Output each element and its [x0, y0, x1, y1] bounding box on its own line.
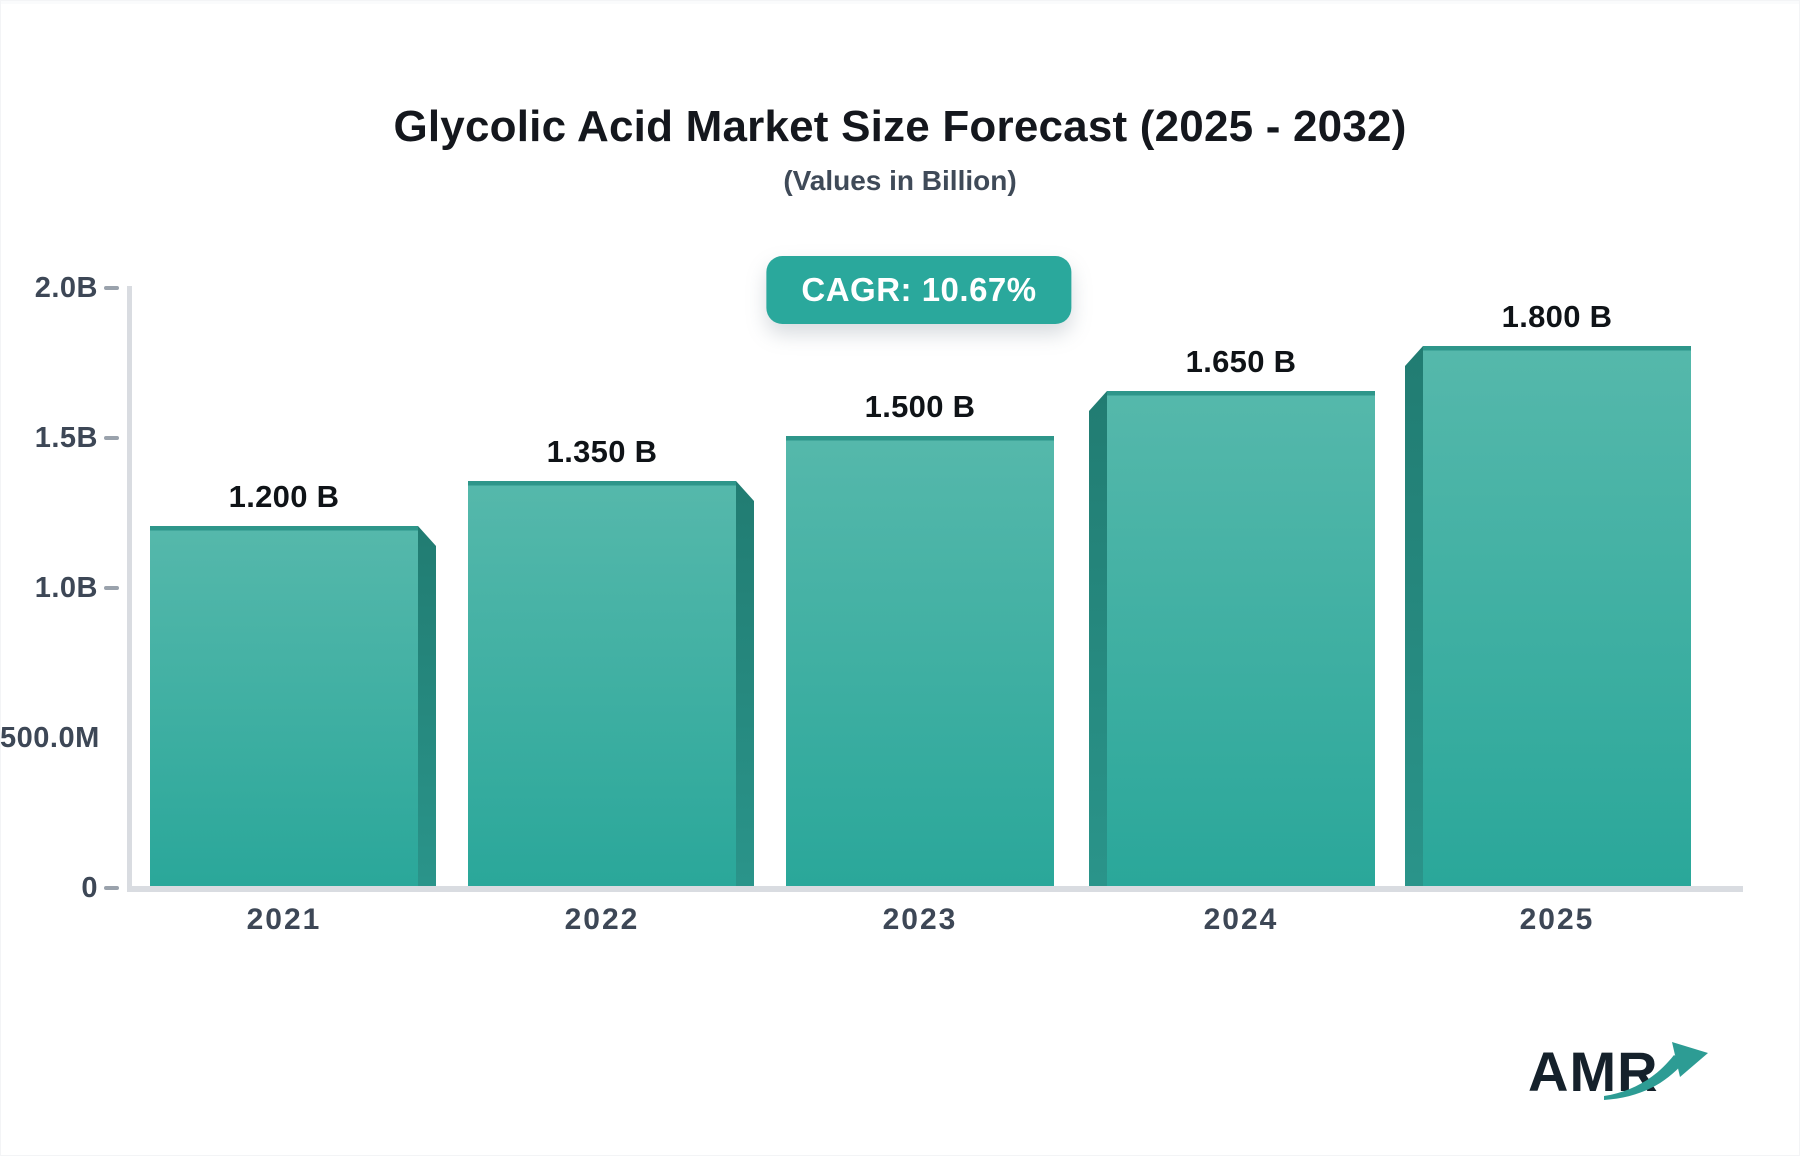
bar-value-label: 1.650 B: [1185, 344, 1297, 379]
y-axis-label: 2.0B: [34, 272, 98, 304]
amr-logo: AMR: [1528, 1034, 1728, 1114]
bar-3d-side-2022: [736, 481, 754, 886]
y-axis-tick-mark: [104, 436, 119, 440]
y-axis-label: 500.0M: [0, 722, 100, 754]
x-axis-label: 2024: [1203, 903, 1279, 936]
x-axis-label: 2022: [564, 903, 640, 936]
bar-value-label: 1.500 B: [864, 389, 976, 424]
y-axis-tick-mark: [104, 586, 119, 590]
x-axis-line: [127, 886, 1743, 892]
y-axis-label: 0: [81, 872, 98, 904]
bar-value-label: 1.350 B: [546, 434, 658, 469]
y-axis-line: [127, 286, 132, 892]
bar-2025: [1423, 346, 1691, 886]
y-axis-label: 1.5B: [34, 422, 98, 454]
bar-3d-side-2021: [418, 526, 436, 886]
y-axis-tick-mark: [104, 886, 119, 890]
trend-up-arrow-icon: [1604, 1042, 1708, 1100]
chart-subtitle: (Values in Billion): [783, 165, 1017, 196]
bar-value-label: 1.800 B: [1501, 299, 1613, 334]
x-axis-label: 2025: [1519, 903, 1595, 936]
bar-2024: [1107, 391, 1375, 886]
y-axis-label: 1.0B: [34, 572, 98, 604]
cagr-badge: CAGR: 10.67%: [766, 256, 1072, 324]
bar-2022: [468, 481, 736, 886]
x-axis-label: 2021: [246, 903, 322, 936]
bar-3d-side-2025: [1405, 346, 1423, 886]
chart-title: Glycolic Acid Market Size Forecast (2025…: [393, 102, 1407, 151]
bar-2021: [150, 526, 418, 886]
x-axis-label: 2023: [882, 903, 958, 936]
bar-2023: [786, 436, 1054, 886]
bar-3d-side-2024: [1089, 391, 1107, 886]
y-axis-tick-mark: [104, 286, 119, 290]
bar-value-label: 1.200 B: [228, 479, 340, 514]
